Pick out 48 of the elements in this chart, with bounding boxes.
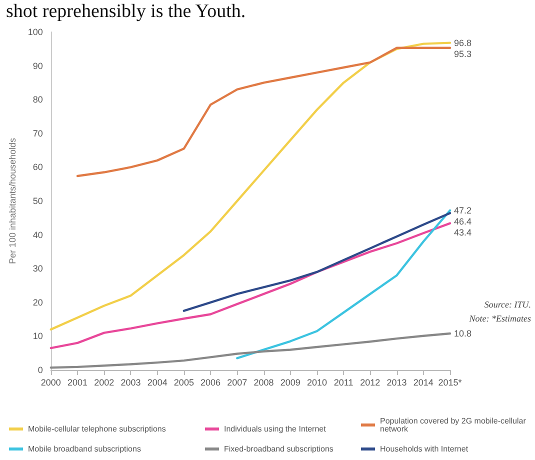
x-tick-label: 2005 — [174, 378, 194, 388]
legend-label: Households with Internet — [380, 444, 469, 454]
y-axis-title: Per 100 inhabitants/households — [8, 137, 18, 264]
y-tick-label: 70 — [32, 128, 43, 138]
x-tick-label: 2013 — [386, 378, 407, 388]
line-series — [182, 212, 452, 312]
legend-label: Fixed-broadband subscriptions — [224, 444, 334, 454]
x-tick-label: 2008 — [254, 378, 274, 388]
y-tick-label: 50 — [32, 196, 43, 206]
x-tick-label: 2010 — [306, 378, 327, 388]
x-tick-label: 2012 — [360, 378, 380, 388]
y-tick-label: 80 — [32, 94, 43, 105]
x-tick-label: 2006 — [200, 378, 221, 388]
data-label: 96.8 — [454, 38, 472, 48]
source-note: Source: ITU. — [484, 300, 532, 310]
x-tick-label: 2011 — [334, 378, 354, 388]
line-series — [236, 209, 452, 360]
legend-label: Mobile-cellular telephone subscriptions — [28, 424, 166, 434]
y-tick-label: 10 — [32, 331, 43, 342]
y-tick-label: 20 — [32, 297, 43, 308]
y-tick-label: 90 — [32, 60, 43, 71]
legend-label: Mobile broadband subscriptions — [28, 444, 141, 454]
x-tick-label: 2014 — [413, 378, 434, 388]
data-label: 47.2 — [454, 205, 472, 216]
x-tick-label: 2003 — [120, 378, 141, 388]
x-tick-label: 2009 — [280, 378, 300, 388]
x-tick-label: 2007 — [227, 378, 248, 388]
y-tick-label: 30 — [32, 264, 43, 274]
line-series — [76, 46, 452, 178]
x-tick-label: 2004 — [147, 378, 168, 388]
line-series — [50, 42, 452, 331]
legend-label: Population covered by 2G mobile-cellular network — [380, 416, 528, 434]
x-tick-label: 2001 — [68, 378, 88, 388]
data-label: 10.8 — [454, 328, 472, 338]
x-tick-label: 2002 — [94, 378, 114, 388]
y-tick-label: 40 — [32, 230, 43, 240]
legend-label: Individuals using the Internet — [224, 424, 327, 434]
y-tick-label: 100 — [28, 27, 43, 37]
data-label: 95.3 — [454, 48, 472, 59]
x-tick-label: 2015* — [438, 378, 462, 388]
data-label: 46.4 — [454, 216, 472, 226]
text: Note: *Estimates — [468, 314, 532, 324]
text: shot reprehensibly is the Youth. — [6, 1, 246, 22]
line-series — [50, 222, 452, 350]
data-label: 43.4 — [454, 227, 472, 238]
y-tick-label: 0 — [38, 365, 43, 375]
x-tick-label: 2000 — [40, 378, 61, 388]
y-tick-label: 60 — [32, 162, 43, 172]
